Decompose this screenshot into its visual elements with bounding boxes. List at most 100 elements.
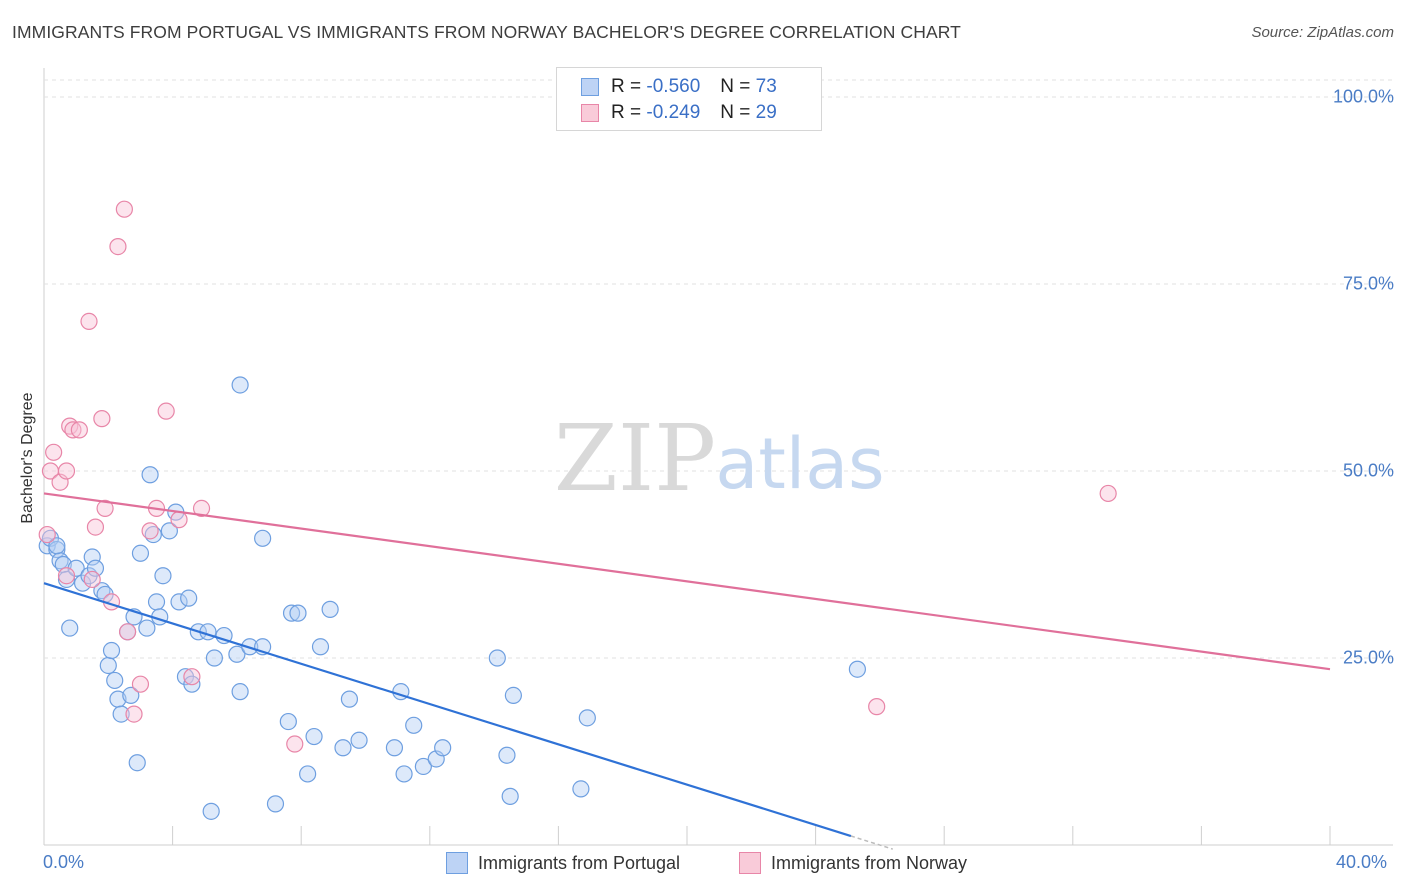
stats-box: R = -0.560 N = 73 R = -0.249 N = 29 — [556, 67, 822, 131]
data-point-norway[interactable] — [96, 499, 114, 517]
data-point-portugal[interactable] — [321, 600, 339, 618]
data-point-portugal[interactable] — [279, 712, 297, 731]
data-point-portugal[interactable] — [231, 683, 249, 701]
data-point-portugal[interactable] — [180, 589, 198, 607]
data-point-norway[interactable] — [45, 443, 63, 461]
chart-title: IMMIGRANTS FROM PORTUGAL VS IMMIGRANTS F… — [12, 22, 961, 42]
data-point-norway[interactable] — [118, 623, 137, 641]
data-point-portugal[interactable] — [848, 660, 866, 678]
y-tick-label: 75.0% — [1342, 273, 1394, 294]
y-tick-label: 100.0% — [1332, 86, 1394, 107]
data-point-portugal[interactable] — [141, 466, 159, 484]
legend-item-portugal[interactable]: Immigrants from Portugal — [446, 852, 680, 874]
points-layer — [38, 200, 1117, 820]
data-point-norway[interactable] — [868, 698, 886, 716]
data-point-portugal[interactable] — [106, 671, 124, 690]
data-point-portugal[interactable] — [254, 529, 272, 547]
data-point-portugal[interactable] — [266, 795, 285, 813]
r-label: R = — [611, 102, 642, 123]
n-label: N = — [720, 102, 751, 123]
data-point-portugal[interactable] — [112, 705, 130, 723]
data-point-portugal[interactable] — [61, 619, 79, 637]
data-point-norway[interactable] — [115, 200, 133, 218]
data-point-norway[interactable] — [141, 522, 159, 540]
data-point-portugal[interactable] — [128, 754, 146, 772]
data-point-portugal[interactable] — [578, 709, 596, 727]
y-tick-label: 25.0% — [1342, 647, 1394, 668]
data-point-norway[interactable] — [64, 421, 82, 439]
data-point-portugal[interactable] — [86, 559, 105, 577]
data-point-portugal[interactable] — [350, 731, 368, 749]
data-point-portugal[interactable] — [231, 376, 249, 394]
data-point-norway[interactable] — [170, 511, 188, 529]
n-label: N = — [720, 76, 751, 97]
data-point-portugal[interactable] — [205, 649, 223, 667]
data-point-norway[interactable] — [70, 421, 88, 439]
data-point-portugal[interactable] — [215, 626, 233, 645]
data-point-portugal[interactable] — [311, 638, 330, 656]
portugal-swatch — [581, 78, 599, 96]
data-point-portugal[interactable] — [385, 739, 404, 757]
data-point-portugal[interactable] — [572, 780, 590, 798]
data-point-portugal[interactable] — [202, 802, 220, 820]
legend-item-norway[interactable]: Immigrants from Norway — [739, 852, 967, 874]
data-point-portugal[interactable] — [138, 619, 156, 637]
data-point-portugal[interactable] — [289, 604, 307, 622]
data-point-norway[interactable] — [125, 705, 143, 723]
r-value: -0.249 — [646, 102, 701, 123]
data-point-portugal[interactable] — [334, 739, 352, 757]
data-point-norway[interactable] — [38, 525, 56, 544]
data-point-portugal[interactable] — [434, 739, 452, 757]
data-point-portugal[interactable] — [57, 570, 76, 589]
data-point-portugal[interactable] — [102, 641, 121, 660]
data-point-portugal[interactable] — [170, 593, 188, 611]
x-tick-label-min: 0.0% — [43, 852, 85, 872]
data-point-norway[interactable] — [157, 402, 175, 420]
data-point-norway[interactable] — [109, 238, 127, 256]
data-point-norway[interactable] — [93, 410, 111, 428]
legend-swatch-norway — [739, 852, 761, 874]
data-point-portugal[interactable] — [299, 765, 317, 783]
data-point-portugal[interactable] — [340, 690, 359, 708]
data-point-portugal[interactable] — [48, 540, 66, 559]
legend-swatch-portugal — [446, 852, 468, 874]
data-point-portugal[interactable] — [488, 649, 506, 667]
data-point-norway[interactable] — [286, 735, 304, 753]
data-point-norway[interactable] — [57, 567, 76, 585]
data-point-norway[interactable] — [83, 570, 101, 589]
source-label: Source: ZipAtlas.com — [1251, 24, 1394, 41]
data-point-portugal[interactable] — [498, 746, 516, 764]
data-point-portugal[interactable] — [154, 567, 172, 585]
trend-layer — [43, 492, 1331, 850]
data-point-portugal[interactable] — [160, 522, 178, 540]
data-point-norway[interactable] — [192, 499, 211, 517]
data-point-norway[interactable] — [80, 312, 98, 330]
data-point-portugal[interactable] — [504, 686, 522, 705]
watermark: ZIP atlas — [554, 405, 885, 512]
r-label: R = — [611, 76, 642, 97]
data-point-norway[interactable] — [57, 462, 76, 480]
data-point-portugal[interactable] — [122, 686, 140, 705]
trendline-portugal — [43, 582, 852, 838]
data-point-norway[interactable] — [1099, 484, 1117, 503]
r-value: -0.560 — [646, 76, 701, 97]
data-point-portugal[interactable] — [147, 593, 166, 611]
data-point-portugal[interactable] — [501, 787, 519, 805]
y-tick-label: 50.0% — [1342, 460, 1394, 481]
data-point-portugal[interactable] — [305, 727, 323, 746]
data-point-portugal[interactable] — [131, 544, 150, 562]
watermark-zip: ZIP — [554, 405, 716, 512]
data-point-portugal[interactable] — [48, 537, 66, 555]
data-point-portugal[interactable] — [99, 656, 117, 675]
data-point-portugal[interactable] — [282, 604, 301, 622]
n-value: 73 — [755, 76, 777, 97]
data-point-norway[interactable] — [183, 668, 201, 686]
legend-label-norway: Immigrants from Norway — [771, 852, 968, 873]
data-point-portugal[interactable] — [414, 757, 432, 776]
data-point-portugal[interactable] — [395, 765, 413, 783]
data-point-portugal[interactable] — [405, 716, 423, 734]
data-point-norway[interactable] — [131, 675, 150, 693]
data-point-portugal[interactable] — [228, 645, 246, 663]
data-point-portugal[interactable] — [83, 548, 101, 566]
data-point-norway[interactable] — [86, 518, 105, 536]
